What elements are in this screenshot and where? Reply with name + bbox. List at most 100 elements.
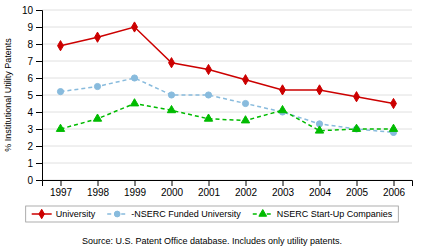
x-axis-line <box>43 181 413 187</box>
x-tick: 2004 <box>309 180 332 198</box>
data-point <box>204 114 212 121</box>
data-point <box>280 85 286 95</box>
y-axis: 0 1 2 3 4 5 6 7 8 9 10 <box>22 5 43 186</box>
y-tick-mark <box>36 10 42 11</box>
data-point <box>389 124 397 131</box>
x-tick-mark <box>209 180 210 186</box>
y-tick-mark <box>36 112 42 113</box>
grid-line <box>42 44 412 45</box>
x-tick: 2003 <box>272 180 295 198</box>
x-tick: 1998 <box>87 180 110 198</box>
data-point <box>94 83 100 89</box>
y-tick-label: 9 <box>27 22 33 33</box>
legend-marker <box>114 211 120 217</box>
y-tick-label: 7 <box>27 56 33 67</box>
data-point <box>131 75 137 81</box>
x-tick-label: 1998 <box>87 187 110 198</box>
x-tick-mark <box>98 180 99 186</box>
chart: 1997 1998 1999 2000 2001 2002 2003 2004 2005 2006… <box>0 0 424 252</box>
x-tick-label: 2003 <box>272 187 295 198</box>
x-tick-mark <box>246 180 247 186</box>
y-tick-mark <box>36 44 42 45</box>
y-tick-label: 1 <box>27 158 33 169</box>
grid-line <box>42 78 412 79</box>
y-tick-mark <box>36 180 42 181</box>
x-tick: 1999 <box>124 180 147 198</box>
y-tick-label: 5 <box>27 90 33 101</box>
x-tick-label: 2002 <box>235 187 258 198</box>
y-tick-label: 8 <box>27 39 33 50</box>
x-tick-label: 2001 <box>198 187 221 198</box>
series-line <box>61 27 394 104</box>
legend-item: -NSERC Funded University <box>107 209 241 219</box>
data-point <box>57 89 63 95</box>
data-point <box>354 92 360 102</box>
data-point <box>352 124 360 131</box>
y-tick-mark <box>36 61 42 62</box>
x-tick-label: 2004 <box>309 187 332 198</box>
legend-marker <box>259 210 267 217</box>
legend-item: NSERC Start-Up Companies <box>253 209 393 219</box>
plot-marks <box>56 22 397 136</box>
x-tick: 2006 <box>383 180 406 198</box>
data-point <box>93 114 101 121</box>
x-tick-mark <box>172 180 173 186</box>
data-point <box>278 105 286 112</box>
x-tick-mark <box>357 180 358 186</box>
y-tick: 9 <box>27 22 42 33</box>
data-point <box>132 22 138 32</box>
x-tick-label: 2000 <box>161 187 184 198</box>
legend-label: University <box>56 209 96 219</box>
y-axis-title: % Institutional Utility Patents <box>3 38 13 152</box>
grid-line <box>42 146 412 147</box>
data-point <box>167 105 175 112</box>
y-tick-mark <box>36 146 42 147</box>
x-tick-mark <box>135 180 136 186</box>
y-tick-label: 4 <box>27 107 33 118</box>
legend-label: -NSERC Funded University <box>131 209 241 219</box>
data-point <box>242 100 248 106</box>
y-tick: 2 <box>27 141 42 152</box>
x-tick-label: 1999 <box>124 187 147 198</box>
x-tick-mark <box>394 180 395 186</box>
legend-label: NSERC Start-Up Companies <box>277 209 393 219</box>
y-tick-mark <box>36 163 42 164</box>
data-point <box>317 85 323 95</box>
y-axis-line <box>36 11 43 181</box>
grid <box>42 10 412 180</box>
y-tick: 1 <box>27 158 42 169</box>
x-tick: 2005 <box>346 180 369 198</box>
y-tick: 6 <box>27 73 42 84</box>
y-tick-label: 0 <box>27 175 33 186</box>
y-tick-label: 6 <box>27 73 33 84</box>
y-tick-label: 10 <box>22 5 34 16</box>
x-tick-label: 2006 <box>383 187 406 198</box>
x-tick-mark <box>61 180 62 186</box>
data-point <box>243 75 249 85</box>
y-tick: 3 <box>27 124 42 135</box>
legend-frame <box>26 206 399 222</box>
data-point <box>391 98 397 108</box>
y-tick-mark <box>36 95 42 96</box>
y-tick-mark <box>36 78 42 79</box>
legend-marker <box>39 209 44 218</box>
data-point <box>168 92 174 98</box>
x-tick: 1997 <box>50 180 73 198</box>
y-tick-mark <box>36 27 42 28</box>
y-tick-label: 2 <box>27 141 33 152</box>
annotation: Source: U.S. Patent Office database. Inc… <box>82 236 342 246</box>
x-tick-label: 2005 <box>346 187 369 198</box>
y-tick: 7 <box>27 56 42 67</box>
data-point <box>95 32 101 42</box>
x-tick-label: 1997 <box>50 187 73 198</box>
data-point <box>241 116 249 123</box>
x-tick: 2000 <box>161 180 184 198</box>
x-tick-mark <box>283 180 284 186</box>
data-point <box>130 99 138 106</box>
x-tick: 2001 <box>198 180 221 198</box>
y-tick: 10 <box>22 5 42 16</box>
grid-line <box>42 112 412 113</box>
grid-line <box>42 10 412 11</box>
grid-line <box>42 163 412 164</box>
y-tick-mark <box>36 129 42 130</box>
